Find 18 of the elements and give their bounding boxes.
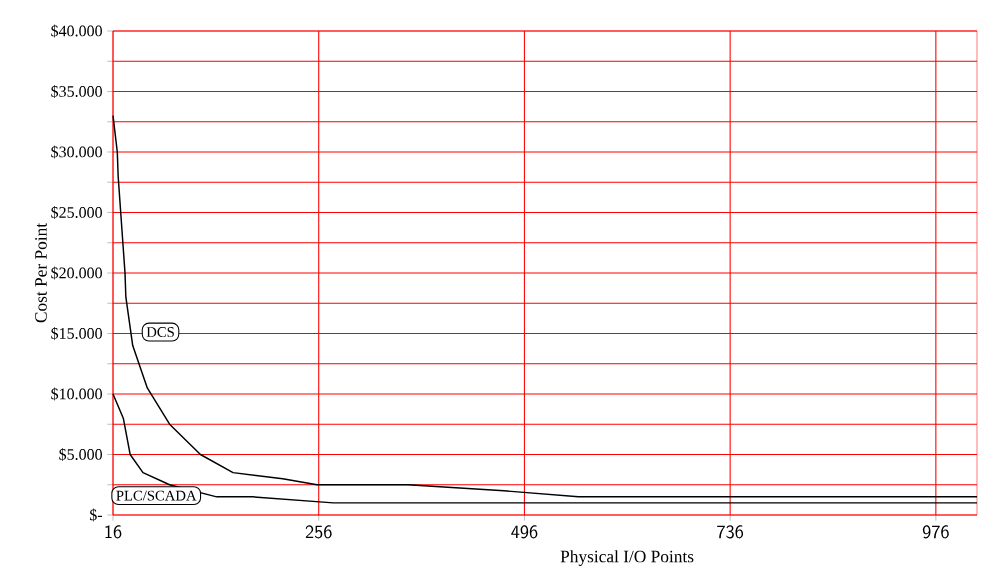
x-tick-label: 496 — [511, 525, 538, 539]
legend-label: PLC/SCADA — [116, 490, 197, 501]
y-tick-label: $5.000 — [59, 448, 102, 461]
x-tick-label: 976 — [922, 525, 949, 539]
y-tick-label: $20.000 — [51, 266, 102, 280]
x-tick-label: 736 — [717, 525, 744, 539]
x-axis-title: Physical I/O Points — [560, 550, 694, 566]
y-tick-label: $- — [89, 508, 103, 522]
y-tick-label: $15.000 — [51, 327, 102, 340]
y-axis-title: Cost Per Point — [35, 223, 47, 323]
x-tick-label: 256 — [305, 525, 332, 539]
y-tick-label: $35.000 — [51, 85, 102, 98]
y-tick-label: $25.000 — [51, 206, 102, 219]
y-tick-label: $30.000 — [51, 145, 102, 159]
x-tick-label: 16 — [105, 525, 122, 539]
y-tick-label: $40.000 — [51, 24, 102, 38]
y-tick-label: $10.000 — [51, 387, 102, 401]
legend-label: DCS — [146, 327, 174, 337]
